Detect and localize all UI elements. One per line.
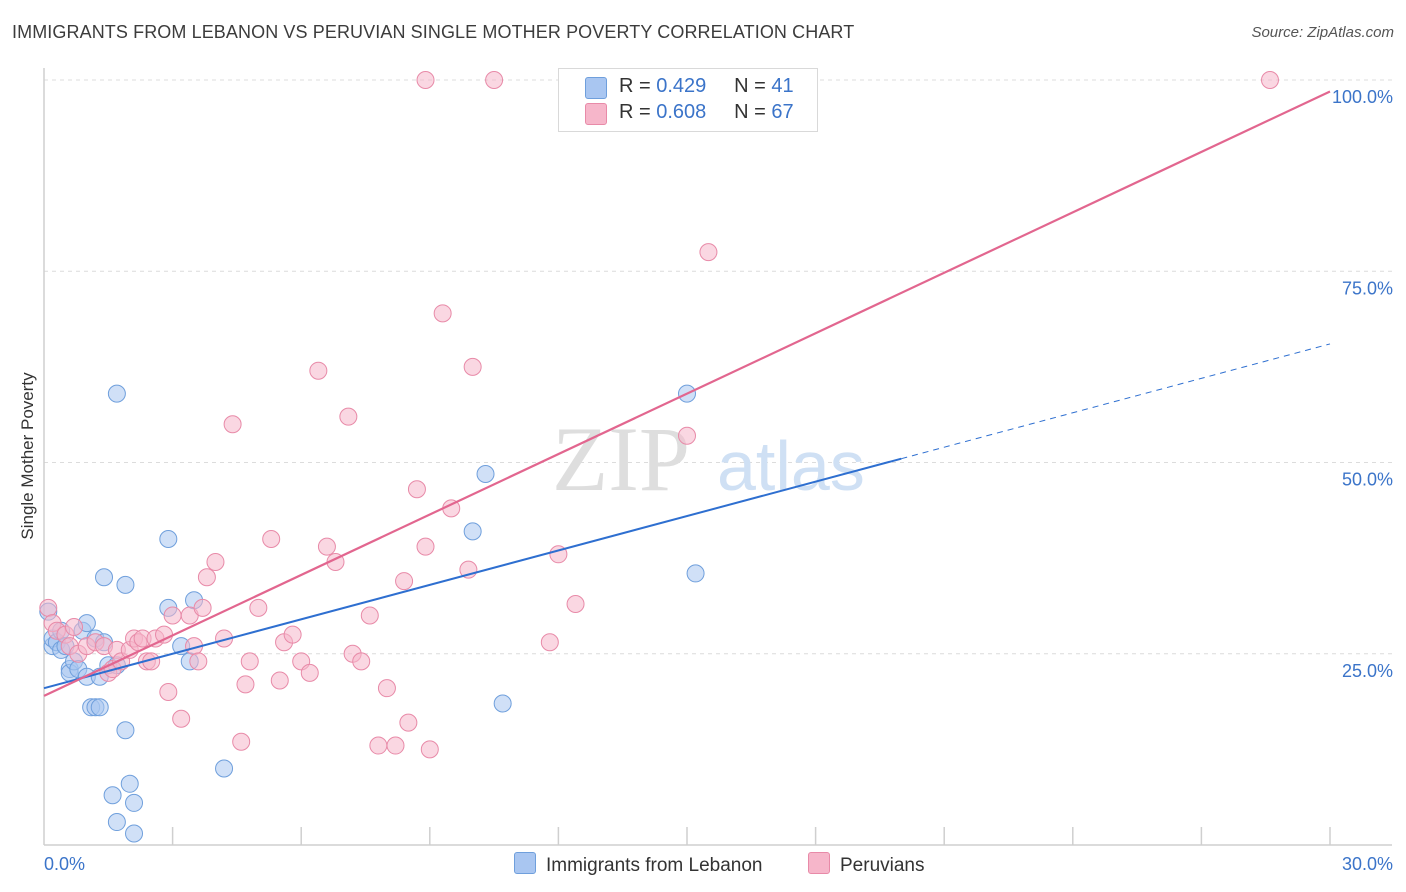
point-peruvian-49 xyxy=(360,606,379,625)
legend-swatch-peruvians xyxy=(585,103,607,125)
point-lebanon-30 xyxy=(125,824,144,843)
point-lebanon-37 xyxy=(463,522,482,541)
point-peruvian-32 xyxy=(223,415,242,434)
point-peruvian-35 xyxy=(240,652,259,671)
x-tick-label-1: 30.0% xyxy=(1342,854,1393,874)
point-peruvian-57 xyxy=(420,740,439,759)
point-peruvian-68 xyxy=(699,243,718,262)
point-peruvian-58 xyxy=(416,71,435,89)
point-peruvian-46 xyxy=(339,407,358,426)
point-peruvian-64 xyxy=(540,633,559,652)
point-peruvian-37 xyxy=(262,530,281,548)
point-lebanon-39 xyxy=(493,694,512,713)
point-lebanon-36 xyxy=(215,759,234,778)
legend-item-peruvians[interactable]: Peruvians xyxy=(808,852,925,877)
point-lebanon-17 xyxy=(90,698,109,717)
y-tick-label-3: 100.0% xyxy=(1332,87,1393,107)
r-label: R = xyxy=(619,101,651,123)
legend-swatch-peruvians xyxy=(808,852,830,874)
point-peruvian-59 xyxy=(433,304,452,323)
point-peruvian-30 xyxy=(206,552,225,571)
point-peruvian-43 xyxy=(309,361,328,380)
point-peruvian-44 xyxy=(317,537,336,556)
n-label: N = xyxy=(734,101,766,123)
point-lebanon-22 xyxy=(103,786,122,805)
point-peruvian-5 xyxy=(65,617,84,636)
n-label: N = xyxy=(734,75,766,97)
legend-label-peruvians: Peruvians xyxy=(840,855,925,876)
correlation-legend: R = 0.429 N = 41 R = 0.608 N = 67 xyxy=(558,68,818,132)
legend-swatch-lebanon xyxy=(585,77,607,99)
point-peruvian-23 xyxy=(163,606,182,625)
point-lebanon-41 xyxy=(686,564,705,583)
point-peruvian-38 xyxy=(270,671,289,690)
trendline-lebanon-extension xyxy=(901,343,1331,460)
point-peruvian-67 xyxy=(678,426,696,445)
r-value-lebanon: 0.429 xyxy=(656,75,707,97)
point-peruvian-62 xyxy=(463,357,482,376)
point-peruvian-28 xyxy=(193,598,212,617)
point-peruvian-24 xyxy=(172,709,191,728)
point-peruvian-0 xyxy=(39,598,58,617)
n-value-lebanon: 41 xyxy=(771,75,794,97)
trend-lines xyxy=(43,90,1331,697)
watermark-atlas: atlas xyxy=(717,427,865,505)
x-tick-label-0: 0.0% xyxy=(44,854,85,874)
r-value-peruvians: 0.608 xyxy=(656,101,707,123)
point-peruvian-29 xyxy=(197,568,216,587)
point-lebanon-24 xyxy=(107,384,126,403)
point-peruvian-53 xyxy=(395,572,414,591)
legend-item-lebanon[interactable]: Immigrants from Lebanon xyxy=(514,852,763,877)
point-peruvian-42 xyxy=(300,663,319,682)
point-peruvian-50 xyxy=(369,736,388,755)
y-tick-label-2: 75.0% xyxy=(1342,278,1393,298)
y-tick-label-0: 25.0% xyxy=(1342,661,1393,681)
point-lebanon-28 xyxy=(120,774,139,793)
legend-swatch-lebanon xyxy=(514,852,536,874)
point-peruvian-66 xyxy=(566,595,585,614)
point-peruvian-22 xyxy=(159,683,178,701)
point-peruvian-51 xyxy=(377,679,396,698)
point-peruvian-63 xyxy=(485,71,504,89)
point-peruvian-52 xyxy=(386,736,405,755)
point-peruvian-34 xyxy=(236,675,255,694)
r-label: R = xyxy=(619,75,651,97)
n-value-peruvians: 67 xyxy=(771,101,794,123)
trendline-peruvians xyxy=(43,90,1331,697)
trendline-lebanon xyxy=(43,457,902,690)
data-points xyxy=(39,71,1279,843)
axes xyxy=(43,68,1392,846)
point-lebanon-31 xyxy=(159,530,178,548)
point-peruvian-56 xyxy=(416,537,435,556)
point-lebanon-20 xyxy=(95,568,114,587)
point-peruvian-40 xyxy=(283,625,302,644)
tick-labels: 25.0% 50.0% 75.0% 100.0% 0.0% 30.0% xyxy=(44,87,1393,874)
point-lebanon-27 xyxy=(116,721,135,740)
point-lebanon-25 xyxy=(107,813,126,832)
point-lebanon-26 xyxy=(116,575,135,594)
watermark: ZIP atlas xyxy=(552,408,865,510)
point-peruvian-69 xyxy=(1260,71,1279,89)
chart-title: IMMIGRANTS FROM LEBANON VS PERUVIAN SING… xyxy=(12,22,855,42)
y-axis-label: Single Mother Poverty xyxy=(18,372,37,540)
point-peruvian-55 xyxy=(407,480,426,499)
point-peruvian-36 xyxy=(249,598,268,617)
source-label: Source: ZipAtlas.com xyxy=(1251,24,1394,41)
point-peruvian-27 xyxy=(189,652,208,671)
gridlines xyxy=(44,79,1392,655)
point-peruvian-54 xyxy=(399,713,418,732)
y-tick-label-1: 50.0% xyxy=(1342,470,1393,490)
legend-label-lebanon: Immigrants from Lebanon xyxy=(546,855,763,876)
watermark-zip: ZIP xyxy=(552,408,690,510)
point-lebanon-38 xyxy=(476,464,495,483)
point-lebanon-29 xyxy=(125,793,144,812)
point-peruvian-48 xyxy=(352,652,371,671)
point-peruvian-33 xyxy=(232,732,251,751)
